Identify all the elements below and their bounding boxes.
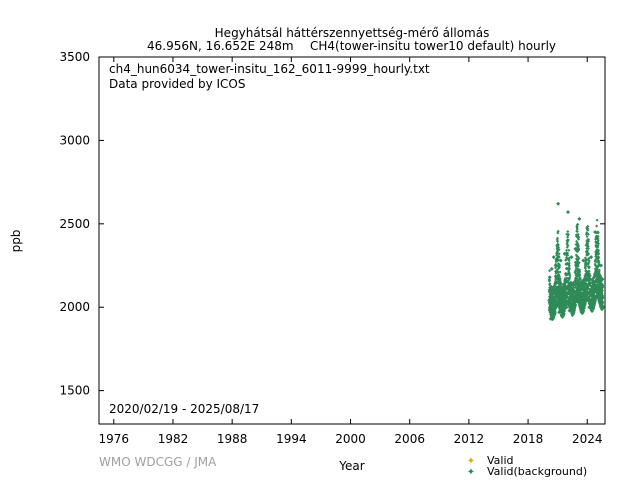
credit-text: WMO WDCGG / JMA xyxy=(99,455,217,469)
data-point xyxy=(547,298,552,303)
data-point xyxy=(560,296,565,301)
data-point xyxy=(549,266,554,271)
data-point xyxy=(601,305,606,310)
chart-subtitle-location: 46.956N, 16.652E 248m xyxy=(147,39,294,53)
legend-label-background: Valid(background) xyxy=(487,465,587,478)
data-point xyxy=(599,263,604,268)
y-axis-label: ppb xyxy=(9,230,23,253)
data-point xyxy=(558,258,563,263)
data-point xyxy=(550,305,555,310)
data-point xyxy=(548,316,553,321)
data-point xyxy=(554,288,559,293)
data-point xyxy=(577,216,582,221)
data-point xyxy=(573,246,578,251)
data-point xyxy=(593,230,598,235)
data-point xyxy=(569,255,574,260)
data-point xyxy=(576,235,581,240)
data-point xyxy=(589,255,594,260)
data-point xyxy=(587,305,592,310)
x-tick-label: 2012 xyxy=(454,432,485,446)
legend-marker-background: ✦ xyxy=(467,467,475,478)
data-point xyxy=(579,306,584,311)
data-point xyxy=(556,201,561,206)
provider-annotation: Data provided by ICOS xyxy=(109,77,245,91)
data-point xyxy=(575,288,580,293)
x-tick-label: 1994 xyxy=(276,432,307,446)
data-layer xyxy=(547,201,606,322)
data-point xyxy=(591,288,596,293)
data-point xyxy=(597,296,602,301)
x-tick-label: 2006 xyxy=(394,432,425,446)
y-axis: 1500 2000 2500 3000 3500 xyxy=(59,50,605,398)
x-axis-label: Year xyxy=(338,459,364,473)
data-point xyxy=(564,305,569,310)
x-tick-label: 2018 xyxy=(513,432,544,446)
x-tick-label: 2024 xyxy=(572,432,603,446)
data-point xyxy=(555,246,560,251)
data-point xyxy=(567,308,572,313)
data-point xyxy=(547,275,552,280)
legend-label-valid: Valid xyxy=(487,454,514,467)
data-point xyxy=(571,298,576,303)
data-point xyxy=(585,241,590,246)
data-point xyxy=(595,271,600,276)
x-tick-label: 1982 xyxy=(158,432,189,446)
data-point xyxy=(566,210,571,215)
legend: ✦ Valid ✦ Valid(background) xyxy=(467,454,587,478)
x-tick-label: 1976 xyxy=(99,432,130,446)
file-name-annotation: ch4_hun6034_tower-insitu_162_6011-9999_h… xyxy=(109,62,430,76)
y-tick-label: 2000 xyxy=(59,300,90,314)
y-tick-label: 2500 xyxy=(59,217,90,231)
data-point xyxy=(565,238,570,243)
x-axis: 1976 1982 1988 1994 2000 2006 2012 2018 2024 xyxy=(99,57,603,446)
data-point-cloud xyxy=(547,218,605,322)
data-point xyxy=(552,311,557,316)
data-point xyxy=(583,296,588,301)
chart-title: Hegyhátsál háttérszennyettség-mérő állom… xyxy=(215,26,490,40)
chart-subtitle-series: CH4(tower-insitu tower10 default) hourly xyxy=(310,39,556,53)
data-point xyxy=(557,310,562,315)
date-range-annotation: 2020/02/19 - 2025/08/17 xyxy=(109,402,259,416)
data-point xyxy=(551,255,556,260)
data-point xyxy=(581,258,586,263)
plot-frame xyxy=(98,56,606,425)
data-point xyxy=(562,251,567,256)
y-tick-label: 3500 xyxy=(59,50,90,64)
y-tick-label: 1500 xyxy=(59,384,90,398)
legend-marker-valid: ✦ xyxy=(467,456,475,467)
x-tick-label: 2000 xyxy=(335,432,366,446)
x-tick-label: 1988 xyxy=(217,432,248,446)
data-point xyxy=(553,263,558,268)
y-tick-label: 3000 xyxy=(59,133,90,147)
